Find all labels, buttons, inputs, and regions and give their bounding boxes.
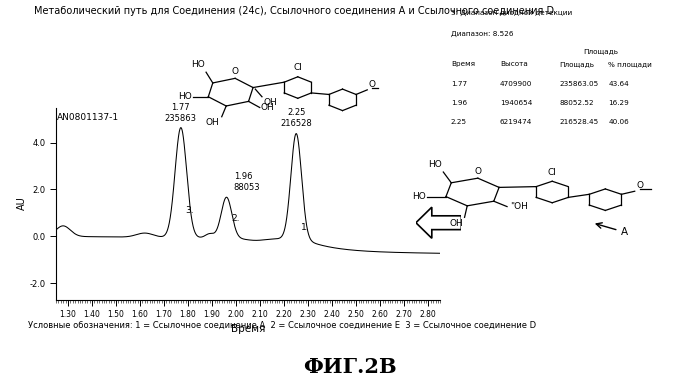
Text: OH: OH [263,98,277,107]
Text: 4709900: 4709900 [500,81,532,87]
Text: ФИГ.2В: ФИГ.2В [303,357,396,377]
X-axis label: Время: Время [231,324,266,334]
Text: Cl: Cl [294,63,302,72]
Text: % площади: % площади [608,61,652,68]
Text: 2.: 2. [231,214,240,223]
Text: 1.96
88053: 1.96 88053 [233,172,260,192]
Text: OH: OH [261,103,275,112]
Text: 1.96: 1.96 [451,100,467,106]
Text: 1.: 1. [301,223,310,232]
Text: AN0801137-1: AN0801137-1 [57,113,120,122]
Text: 1940654: 1940654 [500,100,532,106]
Text: HO: HO [192,60,205,69]
Text: Cl: Cl [548,168,556,177]
Polygon shape [416,207,461,238]
Text: O: O [231,67,238,76]
Text: Площадь: Площадь [559,61,594,68]
Text: 216528.45: 216528.45 [559,119,598,125]
Text: 2.25: 2.25 [451,119,467,125]
Text: Условные обозначения: 1 = Ссылочное соединение А  2 = Ссылочное соединение Е  3 : Условные обозначения: 1 = Ссылочное соед… [28,321,536,329]
Text: 43.64: 43.64 [608,81,629,87]
Text: HO: HO [428,160,442,169]
Text: 16.29: 16.29 [608,100,629,106]
Text: Время: Время [451,61,475,68]
Y-axis label: AU: AU [17,197,27,210]
Text: O: O [368,80,375,89]
Text: 1.77: 1.77 [451,81,467,87]
Text: O: O [475,167,482,176]
Text: 2.25
216528: 2.25 216528 [280,108,312,128]
Text: "OH: "OH [510,202,528,211]
Text: Диапазон: 8.526: Диапазон: 8.526 [451,31,513,37]
Text: HO: HO [412,192,426,201]
Text: 40.06: 40.06 [608,119,629,125]
Text: 1.77
235863: 1.77 235863 [165,103,197,123]
Text: 3.: 3. [186,206,194,215]
Text: Площадь: Площадь [584,48,619,54]
Text: HO: HO [178,92,192,101]
Text: OH: OH [449,219,463,228]
Text: Высота: Высота [500,61,528,68]
Text: Метаболический путь для Соединения (24c), Ссылочного соединения А и Ссылочного с: Метаболический путь для Соединения (24c)… [34,6,554,16]
Text: 88052.52: 88052.52 [559,100,594,106]
Text: OH: OH [206,118,219,127]
Text: A: A [621,227,628,237]
Text: 3: Диапазон диодной детекции: 3: Диапазон диодной детекции [451,10,572,16]
Text: 6219474: 6219474 [500,119,532,125]
Text: O: O [636,182,643,190]
Text: 235863.05: 235863.05 [559,81,598,87]
